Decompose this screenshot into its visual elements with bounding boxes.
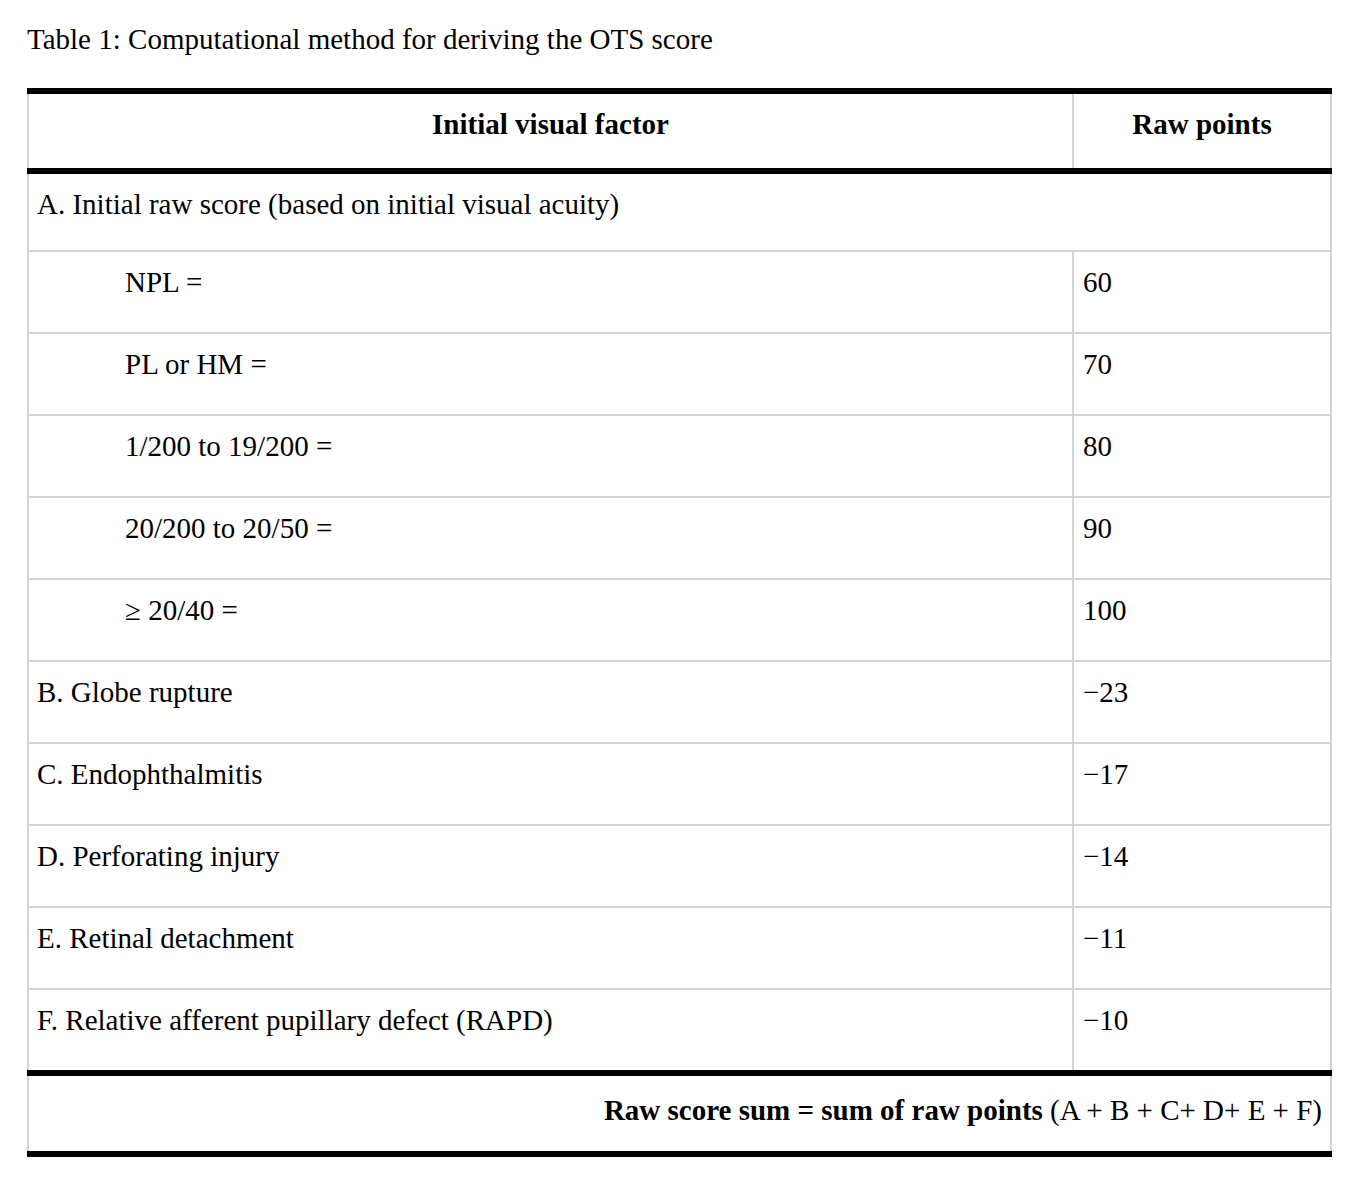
table-row-1-200: 1/200 to 19/200 = 80 <box>28 415 1331 497</box>
column-header-raw-points: Raw points <box>1073 91 1331 171</box>
raw-points-value: −10 <box>1073 989 1331 1073</box>
table-row-pl-hm: PL or HM = 70 <box>28 333 1331 415</box>
raw-score-sum-formula: Raw score sum = sum of raw points (A + B… <box>28 1073 1331 1154</box>
table-row-retinal-detachment: E. Retinal detachment −11 <box>28 907 1331 989</box>
section-a-row: A. Initial raw score (based on initial v… <box>28 171 1331 251</box>
factor-label: D. Perforating injury <box>28 825 1073 907</box>
raw-points-value: −23 <box>1073 661 1331 743</box>
formula-bold-text: Raw score sum = sum of raw points <box>604 1094 1043 1126</box>
factor-label: 1/200 to 19/200 = <box>28 415 1073 497</box>
factor-label: F. Relative afferent pupillary defect (R… <box>28 989 1073 1073</box>
footer-row: Raw score sum = sum of raw points (A + B… <box>28 1073 1331 1154</box>
table-row-perforating-injury: D. Perforating injury −14 <box>28 825 1331 907</box>
ots-score-table: Initial visual factor Raw points A. Init… <box>27 88 1332 1157</box>
factor-label: NPL = <box>28 251 1073 333</box>
table-row-20-200: 20/200 to 20/50 = 90 <box>28 497 1331 579</box>
raw-points-value: 60 <box>1073 251 1331 333</box>
factor-label: C. Endophthalmitis <box>28 743 1073 825</box>
column-header-initial-visual-factor: Initial visual factor <box>28 91 1073 171</box>
section-a-label: A. Initial raw score (based on initial v… <box>28 171 1331 251</box>
raw-points-value: 80 <box>1073 415 1331 497</box>
table-caption: Table 1: Computational method for derivi… <box>27 22 713 56</box>
table-row-npl: NPL = 60 <box>28 251 1331 333</box>
raw-points-value: 90 <box>1073 497 1331 579</box>
factor-label: PL or HM = <box>28 333 1073 415</box>
document-page: Table 1: Computational method for derivi… <box>0 0 1358 1182</box>
raw-points-value: −17 <box>1073 743 1331 825</box>
formula-variables: (A + B + C+ D+ E + F) <box>1050 1094 1322 1126</box>
factor-label: B. Globe rupture <box>28 661 1073 743</box>
raw-points-value: 100 <box>1073 579 1331 661</box>
table-row-endophthalmitis: C. Endophthalmitis −17 <box>28 743 1331 825</box>
table-row-20-40: ≥ 20/40 = 100 <box>28 579 1331 661</box>
factor-label: 20/200 to 20/50 = <box>28 497 1073 579</box>
table-row-rapd: F. Relative afferent pupillary defect (R… <box>28 989 1331 1073</box>
raw-points-value: −14 <box>1073 825 1331 907</box>
table-row-globe-rupture: B. Globe rupture −23 <box>28 661 1331 743</box>
factor-label: ≥ 20/40 = <box>28 579 1073 661</box>
factor-label: E. Retinal detachment <box>28 907 1073 989</box>
raw-points-value: −11 <box>1073 907 1331 989</box>
raw-points-value: 70 <box>1073 333 1331 415</box>
header-row: Initial visual factor Raw points <box>28 91 1331 171</box>
